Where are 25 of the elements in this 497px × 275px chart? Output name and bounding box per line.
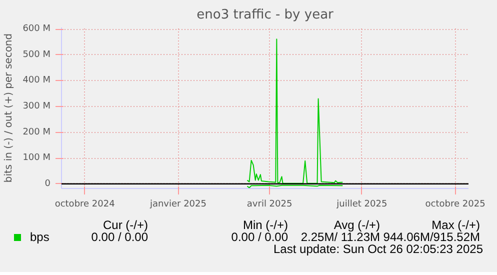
x-tick-label: janvier 2025: [148, 200, 207, 210]
line-series: [246, 38, 344, 184]
y-axis-title: bits in (-) / out (+) per second: [4, 33, 15, 183]
y-tick-label: 100 M: [22, 153, 51, 164]
x-tick-label: avril 2025: [246, 200, 292, 210]
x-tick-label: octobre 2024: [54, 200, 116, 210]
text: Cur (-/+): [103, 217, 148, 232]
text: 0.00 / 0.00: [231, 230, 288, 244]
text: 944.06M/915.52M: [383, 230, 480, 244]
y-tick-label: 300 M: [22, 101, 51, 112]
text: Max (-/+): [432, 217, 480, 232]
y-tick-label: 500 M: [22, 50, 51, 60]
legend-label: bps: [29, 229, 50, 246]
text: Avg (-/+): [334, 217, 380, 232]
y-tick-label: 600 M: [22, 24, 51, 34]
text: 0.00 / 0.00: [91, 230, 148, 246]
x-tick-label: juillet 2025: [336, 200, 388, 210]
y-tick-label: 0: [44, 178, 51, 189]
text: 2.25M/ 11.23M: [300, 230, 380, 244]
text: Min (-/+): [243, 217, 288, 232]
text: Last update: Sun Oct 26 02:05:23 2025: [274, 242, 483, 258]
x-tick-label: octobre 2025: [425, 200, 486, 210]
chart-title: eno3 traffic - by year: [196, 8, 334, 22]
y-tick-label: 200 M: [22, 127, 51, 138]
y-tick-label: 400 M: [22, 76, 51, 86]
